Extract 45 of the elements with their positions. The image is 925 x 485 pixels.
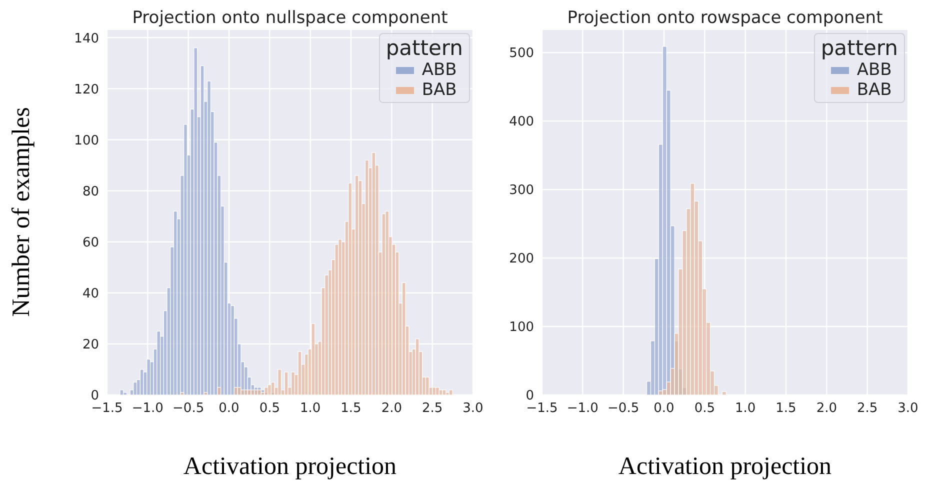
- y-tick-label: 80: [82, 184, 99, 200]
- y-tick-label: 200: [509, 252, 534, 267]
- y-tick-label: 60: [82, 235, 99, 250]
- x-tick-label: 0.5: [694, 401, 716, 416]
- x-tick-label: −1.5: [91, 401, 123, 416]
- y-tick-label: 300: [509, 183, 534, 198]
- x-tick-label: −0.5: [608, 401, 640, 416]
- x-tick-label: 3.0: [898, 401, 918, 416]
- x-tick-label: 2.0: [381, 401, 402, 416]
- x-tick-label: −0.5: [172, 401, 204, 416]
- x-axis-title: Activation projection: [617, 453, 833, 481]
- legend-title: pattern: [386, 36, 463, 60]
- y-tick-label: 400: [509, 114, 534, 130]
- legend-label: ABB: [856, 60, 892, 80]
- y-tick-label: 100: [509, 320, 534, 336]
- x-tick-label: −1.0: [132, 401, 164, 416]
- x-tick-label: 2.0: [816, 401, 838, 416]
- y-tick-label: 0: [526, 388, 534, 404]
- y-tick-label: 40: [82, 286, 99, 302]
- x-tick-label: 2.5: [422, 401, 443, 416]
- x-tick-label: 1.5: [340, 401, 362, 416]
- x-tick-label: 2.5: [856, 401, 878, 416]
- legend-label: ABB: [422, 60, 457, 80]
- legend-label: BAB: [856, 80, 892, 100]
- chart-title: Projection onto rowspace component: [566, 8, 884, 28]
- y-tick-label: 140: [74, 31, 99, 46]
- legend-title: pattern: [820, 36, 898, 60]
- x-tick-label: −1.5: [526, 401, 558, 416]
- y-tick-label: 20: [82, 338, 99, 353]
- legend-label: BAB: [422, 80, 457, 100]
- y-tick-label: 0: [90, 388, 99, 404]
- x-tick-label: 3.0: [462, 401, 484, 416]
- y-tick-label: 120: [74, 82, 99, 98]
- x-tick-label: 1.0: [300, 401, 321, 416]
- x-tick-label: 0.5: [259, 401, 280, 416]
- y-axis-title: Number of examples: [8, 106, 36, 319]
- x-tick-label: 1.0: [734, 401, 756, 416]
- y-tick-label: 100: [74, 133, 99, 148]
- x-tick-label: 0.0: [218, 401, 240, 416]
- x-axis-title: Activation projection: [182, 453, 398, 481]
- x-tick-label: 1.5: [776, 401, 796, 416]
- x-tick-label: 0.0: [654, 401, 674, 416]
- y-tick-label: 500: [509, 46, 534, 62]
- chart-title: Projection onto nullspace component: [131, 8, 449, 28]
- x-tick-label: −1.0: [566, 401, 598, 416]
